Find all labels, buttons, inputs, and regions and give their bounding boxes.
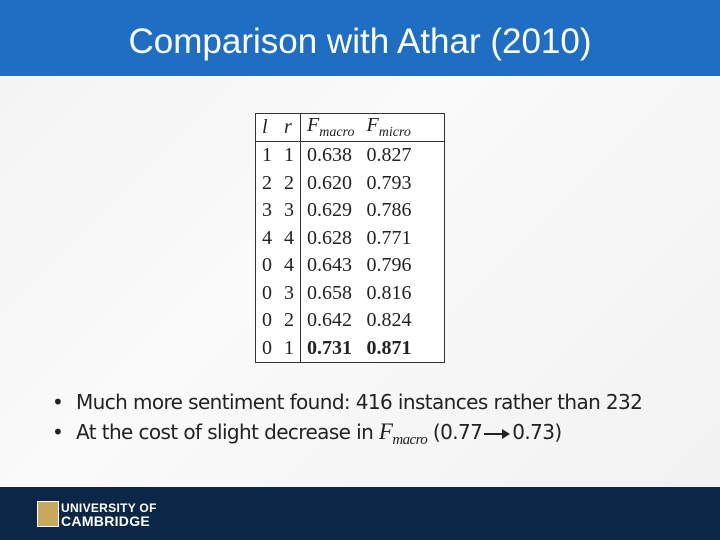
table-row: 1 1 0.638 0.827 xyxy=(256,141,445,170)
arrow xyxy=(484,428,511,439)
to-value: 0.73) xyxy=(512,420,562,444)
table-row: 0 1 0.731 0.871 xyxy=(256,334,445,363)
table-cell: 0 xyxy=(262,254,272,277)
table-cell: 0.786 xyxy=(366,199,412,222)
header-symbol: F xyxy=(307,114,320,136)
logo-text: CAMBRIDGE xyxy=(61,513,151,529)
table-row: 0 2 0.642 0.824 xyxy=(256,307,445,335)
bullet-text: Much more sentiment found: 416 instances… xyxy=(76,390,643,414)
header-row: l r Fmacro Fmicro xyxy=(255,113,445,142)
table-cell: 0.771 xyxy=(366,226,412,249)
table-row: 0 4 0.643 0.796 xyxy=(256,252,445,280)
table-cell: 0 xyxy=(262,281,272,304)
table-cell: 0.620 xyxy=(307,171,352,194)
bullet: • At the cost of slight decrease in Fmacr… xyxy=(52,419,562,449)
title-bar xyxy=(0,0,720,76)
table-cell: 0.793 xyxy=(366,171,412,194)
table-cell: 0.731 xyxy=(307,336,352,359)
bullet-text: At the cost of slight decrease in xyxy=(76,420,374,444)
table-body: 1 1 0.638 0.827 2 2 0.620 0.793 3 3 0.629 0.786 4 4 0.… xyxy=(256,141,445,363)
header-sub: macro xyxy=(319,125,355,140)
table-cell: 4 xyxy=(278,224,301,252)
bullet-dot: • xyxy=(52,390,64,414)
table-cell: 4 xyxy=(278,252,301,280)
crest xyxy=(37,501,59,527)
table-cell: 2 xyxy=(278,169,301,197)
table-cell: 3 xyxy=(278,279,301,307)
table-cell: 0.827 xyxy=(366,144,412,167)
table-cell: 2 xyxy=(278,307,301,335)
bullet: • Much more sentiment found: 416 instance… xyxy=(52,390,643,414)
table-cell: 3 xyxy=(262,199,272,222)
table-cell: 3 xyxy=(278,197,301,225)
table-row: 3 3 0.629 0.786 xyxy=(256,197,445,225)
header-symbol: r xyxy=(284,116,292,138)
table-cell: 0.628 xyxy=(307,226,352,249)
table-row: 2 2 0.620 0.793 xyxy=(256,169,445,197)
table-cell: 0.642 xyxy=(307,309,352,332)
table-cell: 0.629 xyxy=(307,199,352,222)
table-cell: 0.796 xyxy=(366,254,412,277)
table-cell: 0.658 xyxy=(307,281,352,304)
table-cell: 2 xyxy=(262,171,272,194)
table-cell: 0.816 xyxy=(366,281,412,304)
header-sub: micro xyxy=(378,125,411,140)
table-cell: 0.643 xyxy=(307,254,352,277)
bullet-dot: • xyxy=(52,420,64,444)
table-cell: 4 xyxy=(262,226,272,249)
from-value: (0.77 xyxy=(432,420,483,444)
column-header: r xyxy=(278,113,301,142)
header-symbol: l xyxy=(262,116,268,138)
table-cell: 1 xyxy=(278,141,301,170)
footer xyxy=(0,487,720,540)
symbol: F xyxy=(378,419,393,444)
table-row: 4 4 0.628 0.771 xyxy=(256,224,445,252)
header-symbol: F xyxy=(366,114,379,136)
table-cell: 0.824 xyxy=(366,309,412,332)
table-cell: 0.638 xyxy=(307,144,352,167)
column-header: Fmacro xyxy=(300,113,361,142)
table-row: 0 3 0.658 0.816 xyxy=(256,279,445,307)
table-cell: 1 xyxy=(278,334,301,363)
table-cell: 1 xyxy=(262,144,272,167)
symbol-sub: macro xyxy=(392,432,428,448)
table-cell: 0 xyxy=(262,336,272,359)
column-header: Fmicro xyxy=(360,113,445,142)
logo-text: UNIVERSITY OF xyxy=(61,501,157,515)
column-header: l xyxy=(255,113,278,142)
slide-title: Comparison with Athar (2010) xyxy=(128,22,592,61)
table-cell: 0.871 xyxy=(366,336,412,359)
results-table: l r Fmacro Fmicro 1 1 0.638 0.827 2 2 0.620 0.793 3… xyxy=(255,113,446,363)
table-cell: 0 xyxy=(262,309,272,332)
